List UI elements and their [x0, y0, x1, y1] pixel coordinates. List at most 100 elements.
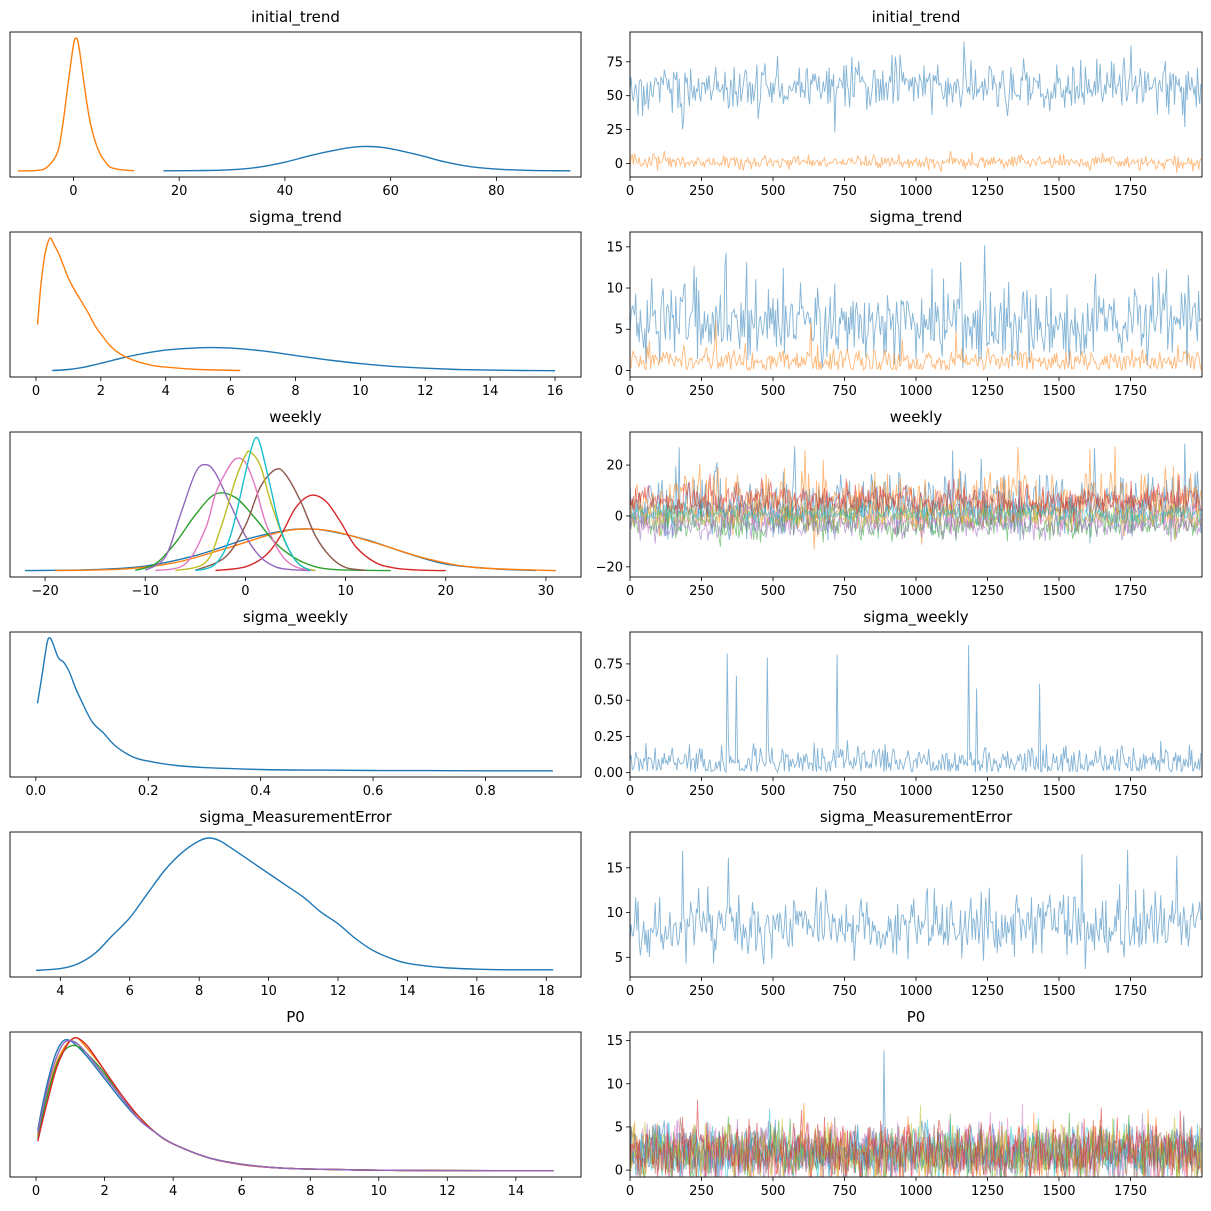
x-tick-label: 0 [32, 1184, 40, 1199]
x-tick-label: 1500 [1042, 1184, 1075, 1199]
subplot-title: weekly [890, 408, 943, 426]
subplot-1: sigma_trend 0 2 4 6 8 10 12 14 16 [9, 208, 582, 399]
y-tick-label: 5 [615, 951, 623, 966]
y-tick-label: 25 [606, 123, 623, 138]
y-tick-label: 15 [606, 1034, 623, 1049]
x-tick-label: 500 [761, 984, 786, 999]
x-tick-label: 6 [238, 1184, 246, 1199]
subplot-title: sigma_MeasurementError [820, 808, 1013, 827]
x-tick-label: 4 [169, 1184, 177, 1199]
trace-line-series-0 [630, 41, 1202, 133]
x-tick-label: 0 [626, 584, 634, 599]
x-tick-label: 1000 [899, 584, 932, 599]
x-tick-label: 30 [538, 584, 555, 599]
subplot-title: weekly [269, 408, 322, 426]
y-tick-label: 10 [606, 282, 623, 297]
x-tick-label: 1500 [1042, 984, 1075, 999]
x-tick-label: 250 [689, 184, 714, 199]
x-tick-label: 12 [330, 984, 347, 999]
x-tick-label: 8 [306, 1184, 314, 1199]
y-tick-label: 5 [615, 323, 623, 338]
x-tick-label: −20 [31, 584, 58, 599]
x-tick-label: 1250 [971, 784, 1004, 799]
subplot-9: sigma_weekly 0 250 500 750 1000 1250 1500 1750 0.… [594, 608, 1203, 799]
x-tick-label: 0 [32, 384, 40, 399]
density-line-series-5 [195, 467, 366, 571]
x-tick-label: 10 [352, 384, 369, 399]
subplot-0: initial_trend 0 20 40 60 80 [9, 8, 582, 199]
x-tick-label: 500 [761, 184, 786, 199]
density-line-series-0 [52, 346, 556, 372]
trace-line-series-8 [630, 1099, 1201, 1177]
density-line-series-4 [144, 463, 311, 572]
x-tick-label: 0 [626, 1184, 634, 1199]
y-tick-label: 0.50 [594, 694, 623, 709]
subplot-7: sigma_trend 0 250 500 750 1000 1250 1500 1750 0 5 1… [606, 208, 1203, 399]
x-tick-label: 8 [195, 984, 203, 999]
x-tick-label: 80 [488, 184, 505, 199]
x-tick-label: 1000 [899, 1184, 932, 1199]
x-tick-label: 1250 [971, 584, 1004, 599]
x-tick-label: 2 [97, 384, 105, 399]
x-tick-label: 40 [277, 184, 294, 199]
axes-frame [629, 31, 1203, 178]
x-tick-label: 6 [226, 384, 234, 399]
x-tick-label: −10 [132, 584, 159, 599]
x-tick-label: 500 [761, 384, 786, 399]
subplot-title: sigma_weekly [863, 608, 968, 627]
y-tick-label: 0.00 [594, 766, 623, 781]
x-tick-label: 1250 [971, 384, 1004, 399]
x-tick-label: 1750 [1114, 584, 1147, 599]
x-tick-label: 10 [371, 1184, 388, 1199]
y-tick-label: 5 [615, 1120, 623, 1135]
x-tick-label: 250 [689, 584, 714, 599]
x-tick-label: 500 [761, 784, 786, 799]
trace-area [630, 1050, 1202, 1177]
x-tick-label: 0 [69, 184, 77, 199]
x-tick-label: 14 [482, 384, 499, 399]
x-tick-label: 250 [689, 384, 714, 399]
x-tick-label: 0 [626, 784, 634, 799]
axes-frame [9, 231, 582, 378]
x-tick-label: 12 [417, 384, 434, 399]
x-tick-label: 4 [162, 384, 170, 399]
axes-frame [629, 1031, 1203, 1178]
density-line-series-3 [37, 1037, 554, 1172]
trace-line-series-7 [630, 473, 1202, 525]
x-tick-label: 1750 [1114, 1184, 1147, 1199]
trace-line-series-0 [630, 245, 1202, 369]
x-tick-label: 750 [832, 984, 857, 999]
x-tick-label: 4 [56, 984, 64, 999]
x-tick-label: 1500 [1042, 184, 1075, 199]
axes-frame [629, 231, 1203, 378]
x-tick-label: 18 [538, 984, 555, 999]
subplot-title: P0 [907, 1008, 926, 1026]
x-tick-label: 14 [508, 1184, 525, 1199]
density-line-series-0 [163, 145, 571, 172]
x-tick-label: 1750 [1114, 184, 1147, 199]
y-tick-label: 50 [606, 89, 623, 104]
density-line-series-1 [17, 37, 135, 172]
trace-line-series-8 [630, 497, 1202, 527]
trace-line-series-0 [630, 644, 1202, 774]
x-tick-label: 1750 [1114, 784, 1147, 799]
x-tick-label: 0 [241, 584, 249, 599]
x-tick-label: 1000 [899, 384, 932, 399]
x-tick-label: 250 [689, 984, 714, 999]
x-tick-label: 250 [689, 1184, 714, 1199]
x-tick-label: 1500 [1042, 584, 1075, 599]
x-tick-label: 1000 [899, 984, 932, 999]
subplot-11: P0 0 250 500 750 1000 1250 1500 1750 0 5 10 15 [606, 1008, 1203, 1199]
subplot-4: sigma_MeasurementError 4 6 8 10 12 14 16 18 [9, 808, 582, 999]
x-tick-label: 10 [260, 984, 277, 999]
x-tick-label: 1250 [971, 984, 1004, 999]
trace-area [630, 849, 1202, 970]
subplot-title: sigma_trend [249, 208, 342, 227]
subplot-10: sigma_MeasurementError 0 250 500 750 1000 1250… [606, 808, 1203, 999]
trace-line-series-0 [630, 849, 1202, 970]
x-tick-label: 1750 [1114, 984, 1147, 999]
y-tick-label: 0.75 [594, 657, 623, 672]
y-tick-label: 0 [615, 157, 623, 172]
